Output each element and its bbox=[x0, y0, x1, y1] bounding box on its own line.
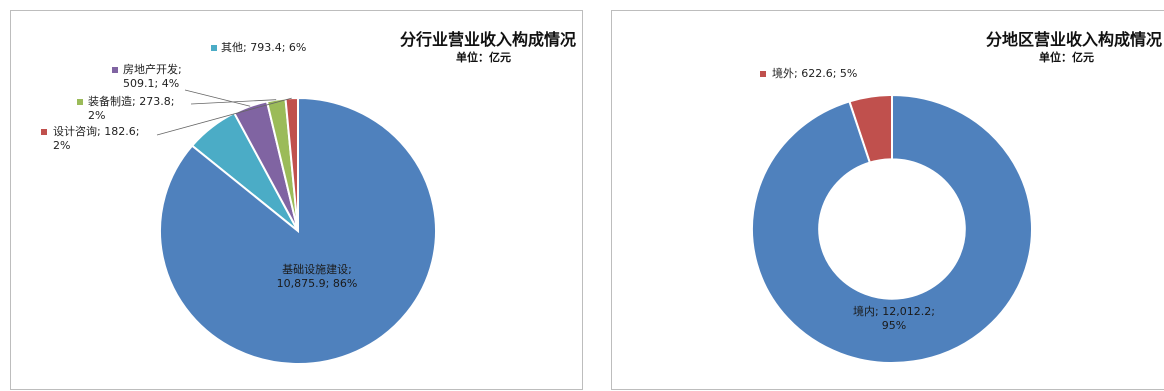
region-donut-svg: 分地区营业收入构成情况 单位：亿元 境外; 622.6; 5% 境内; 12,01… bbox=[751, 30, 1162, 364]
data-label-4: 其他; 793.4; 6% bbox=[221, 41, 306, 54]
chart-title: 分地区营业收入构成情况 bbox=[986, 30, 1162, 49]
leader-line bbox=[184, 89, 251, 107]
chart-title: 分行业营业收入构成情况 bbox=[400, 30, 576, 49]
chart-unit: 单位：亿元 bbox=[1039, 50, 1094, 64]
data-label-0: 基础设施建设; 10,875.9; 86% bbox=[277, 262, 358, 290]
donut-slice-0 bbox=[751, 93, 1033, 364]
industry-pie-svg: 分行业营业收入构成情况 单位：亿元 基础设施建设; 10,875.9; 86% 其他… bbox=[41, 30, 576, 365]
data-label-0: 境内; 12,012.2; 95% bbox=[853, 304, 935, 332]
data-label-1: 设计咨询; 182.6; 2% bbox=[53, 124, 139, 152]
chart-unit: 单位：亿元 bbox=[456, 50, 511, 64]
pie-slice-0 bbox=[159, 96, 437, 365]
data-label-2: 装备制造; 273.8; 2% bbox=[88, 94, 174, 122]
data-label-3: 房地产开发; 509.1; 4% bbox=[123, 62, 182, 90]
leader-line bbox=[156, 97, 292, 136]
leader-line bbox=[190, 99, 277, 105]
data-label-1: 境外; 622.6; 5% bbox=[772, 66, 857, 80]
legend-key-4 bbox=[211, 45, 217, 51]
legend-key-1 bbox=[41, 129, 47, 135]
legend-key-1 bbox=[760, 71, 766, 77]
legend-key-2 bbox=[77, 99, 83, 105]
industry-revenue-chart: 分行业营业收入构成情况 单位：亿元 基础设施建设; 10,875.9; 86% 其他… bbox=[10, 10, 583, 390]
legend-key-3 bbox=[112, 67, 118, 73]
region-revenue-chart: 分地区营业收入构成情况 单位：亿元 境外; 622.6; 5% 境内; 12,01… bbox=[611, 10, 1164, 390]
